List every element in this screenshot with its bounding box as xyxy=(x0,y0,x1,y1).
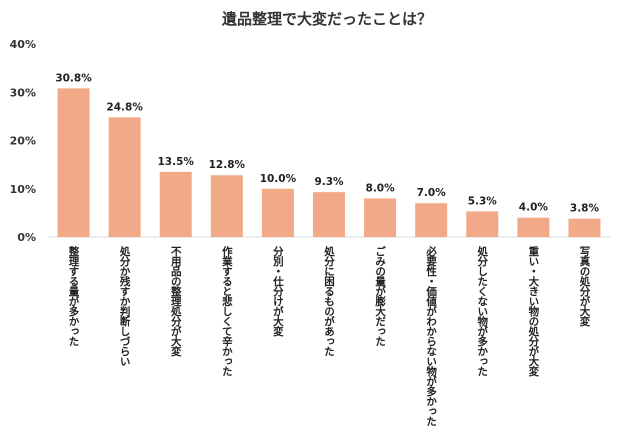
y-tick-label: 40% xyxy=(10,38,36,51)
bar xyxy=(364,198,397,237)
bar xyxy=(57,88,90,237)
data-label: 7.0% xyxy=(417,187,447,199)
bar xyxy=(415,203,448,237)
data-labels: 30.8% 24.8% 13.5% 12.8% 10.0% 9.3% 8.0% 7.0% 5.3… xyxy=(55,72,599,214)
y-tick-label: 10% xyxy=(10,183,36,196)
category-label: 分別・仕分けが大変 xyxy=(272,245,284,337)
category-label: ごみの量が膨大だった xyxy=(374,245,386,346)
bar xyxy=(517,217,550,237)
data-label: 10.0% xyxy=(260,173,297,185)
data-label: 9.3% xyxy=(314,176,344,188)
bar xyxy=(313,192,345,237)
data-label: 30.8% xyxy=(55,72,92,84)
category-label: 整理する量が多かった xyxy=(68,245,80,346)
bar xyxy=(261,188,294,237)
data-label: 3.8% xyxy=(570,203,600,215)
data-label: 5.3% xyxy=(468,195,498,207)
category-label: 不用品の整理処分が大変 xyxy=(170,246,182,357)
y-tick-label: 0% xyxy=(17,231,36,244)
bar xyxy=(108,117,141,237)
y-tick-label: 30% xyxy=(10,86,36,99)
bar xyxy=(159,171,192,237)
data-label: 4.0% xyxy=(519,202,549,214)
chart-title: 遺品整理で大変だったことは？ xyxy=(221,10,432,28)
category-label: 重い・大きい物の処分が大変 xyxy=(527,245,539,377)
category-label: 処分したくない物が多かった xyxy=(476,245,488,376)
y-tick-label: 20% xyxy=(10,135,36,148)
category-label: 必要性・価値がわからない物が多かった xyxy=(425,245,437,426)
category-label: 作業すると悲しくて辛かった xyxy=(221,245,233,376)
bar xyxy=(568,218,601,237)
data-label: 13.5% xyxy=(158,156,195,168)
bar xyxy=(466,211,499,237)
category-label: 写真の処分が大変 xyxy=(578,246,590,327)
data-label: 24.8% xyxy=(106,101,143,113)
data-label: 8.0% xyxy=(366,182,396,194)
bar xyxy=(210,175,243,237)
data-label: 12.8% xyxy=(209,159,246,171)
category-label: 処分か残すか判断しづらい xyxy=(119,245,131,366)
bars xyxy=(57,88,601,237)
category-label: 処分に困るものがあった xyxy=(323,245,335,356)
category-labels: 整理する量が多かった 処分か残すか判断しづらい 不用品の整理処分が大変 作業すると悲し… xyxy=(68,245,591,426)
